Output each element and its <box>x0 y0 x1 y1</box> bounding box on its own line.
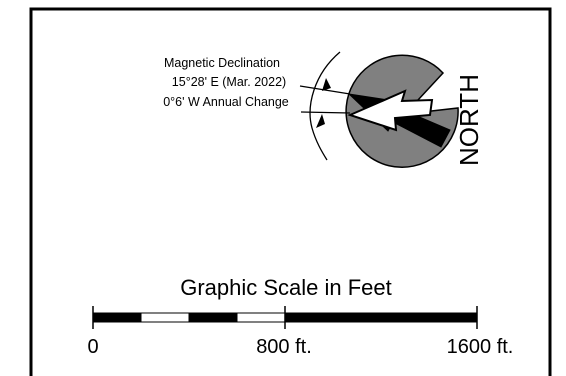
scale-segment-4 <box>236 312 286 323</box>
declination-value: 15°28' E (Mar. 2022) <box>172 75 286 89</box>
scale-label-0: 0 <box>87 336 98 358</box>
declination-annual-change: 0°6' W Annual Change <box>163 95 289 109</box>
north-label: NORTH <box>454 74 484 166</box>
arc-arrowhead-bottom <box>316 114 325 128</box>
declination-leader-bottom <box>300 111 351 114</box>
north-arrow: NORTH <box>345 54 484 168</box>
scale-segment-5 <box>284 312 478 323</box>
graphic-scale: Graphic Scale in Feet 0 800 ft. 1600 ft. <box>87 275 513 358</box>
scale-title: Graphic Scale in Feet <box>180 275 392 300</box>
scale-segment-2 <box>140 312 190 323</box>
map-border <box>29 7 552 376</box>
declination-indicator: Magnetic Declination 15°28' E (Mar. 2022… <box>163 51 351 161</box>
arc-arrowhead-top <box>322 78 331 91</box>
magnetic-north-arrow <box>347 89 434 132</box>
scale-label-1600: 1600 ft. <box>447 336 514 358</box>
declination-arc <box>309 51 341 161</box>
scale-segment-1 <box>92 312 142 323</box>
scale-segment-3 <box>188 312 238 323</box>
declination-title: Magnetic Declination <box>164 56 280 70</box>
scale-label-800: 800 ft. <box>256 336 312 358</box>
